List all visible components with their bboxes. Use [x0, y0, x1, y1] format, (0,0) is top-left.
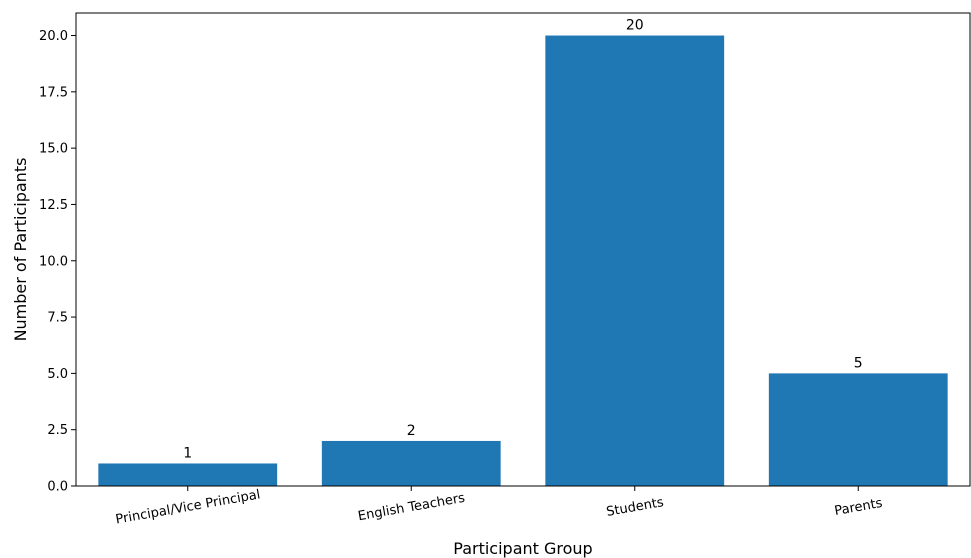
y-tick-label: 7.5	[47, 311, 68, 326]
bar	[545, 35, 725, 487]
bar-value-label: 1	[183, 445, 192, 461]
bar-value-label: 2	[407, 423, 416, 439]
x-tick-label: Parents	[833, 496, 883, 519]
y-tick-label: 17.5	[39, 85, 68, 100]
bar	[98, 463, 278, 486]
x-tick-label: Students	[605, 495, 665, 520]
y-axis-title: Number of Participants	[11, 158, 30, 342]
y-tick-label: 15.0	[39, 142, 68, 157]
bar	[768, 373, 948, 486]
plot-frame	[75, 12, 971, 487]
bar-value-label: 5	[854, 355, 863, 371]
x-tick-label: Principal/Vice Principal	[114, 487, 261, 527]
bar-value-label: 20	[626, 18, 644, 34]
y-tick-label: 20.0	[39, 29, 68, 44]
bars	[98, 35, 948, 487]
y-tick-label: 2.5	[47, 423, 68, 438]
bar	[321, 440, 501, 486]
x-axis-title: Participant Group	[453, 539, 592, 558]
y-axis-ticks: 0.0 2.5 5.0 7.5 10.0 12.5 15.0 17.5 20.0	[39, 29, 76, 495]
y-tick-label: 10.0	[39, 254, 68, 269]
x-tick-label: English Teachers	[357, 491, 466, 525]
x-axis-ticks: Principal/Vice Principal English Teachers…	[114, 486, 884, 528]
y-tick-label: 12.5	[39, 198, 68, 213]
data-labels: 1 2 20 5	[183, 18, 862, 462]
y-tick-label: 0.0	[47, 480, 68, 495]
y-tick-label: 5.0	[47, 367, 68, 382]
